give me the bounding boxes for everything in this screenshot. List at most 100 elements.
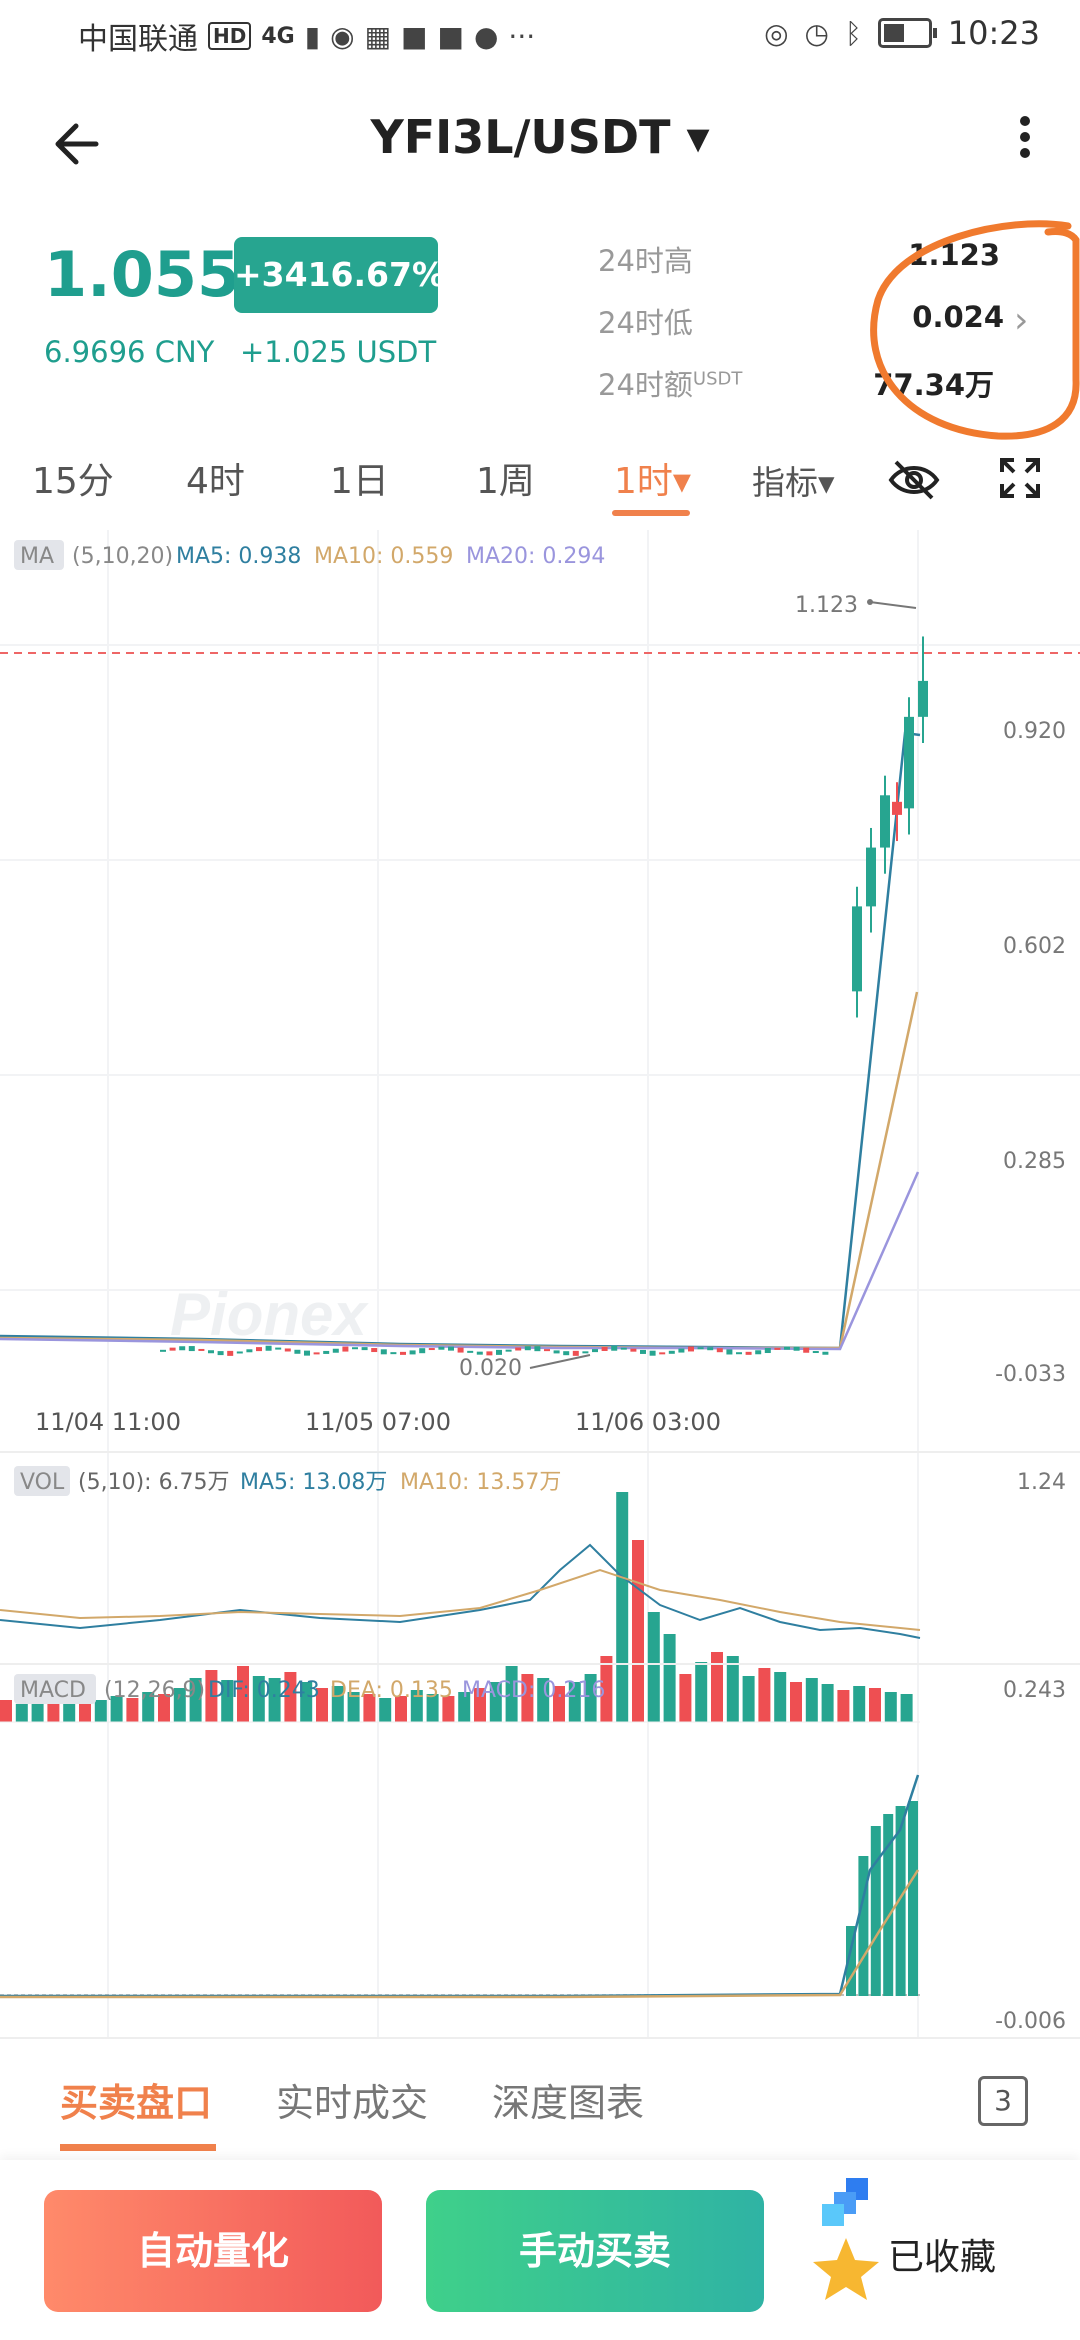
ma10-value: MA10: 0.559 bbox=[314, 544, 453, 569]
candle bbox=[352, 1347, 358, 1350]
volume-bar bbox=[679, 1674, 692, 1722]
macd-dea: DEA: 0.135 bbox=[330, 1678, 453, 1703]
volume-bar bbox=[347, 1692, 360, 1722]
candle bbox=[438, 1346, 445, 1350]
high-label: 1.123 bbox=[795, 593, 858, 618]
macd-bar bbox=[883, 1814, 894, 1996]
hide-eye-icon[interactable] bbox=[888, 458, 940, 502]
manual-trade-button[interactable]: 手动买卖 bbox=[426, 2190, 764, 2312]
y-tick: 0.285 bbox=[1003, 1149, 1066, 1174]
vol-ma10-line bbox=[0, 1568, 921, 1631]
ma-tag: MA bbox=[20, 544, 54, 569]
candle bbox=[476, 1351, 483, 1355]
volume-bar bbox=[395, 1696, 407, 1722]
tab-orderbook[interactable]: 买卖盘口 bbox=[60, 2081, 213, 2125]
volume-bar bbox=[774, 1672, 787, 1722]
dea-line bbox=[0, 1869, 920, 1999]
candle bbox=[774, 1347, 781, 1350]
macd-bottom: -0.006 bbox=[995, 2009, 1066, 2034]
candle bbox=[668, 1350, 675, 1354]
volume-bar bbox=[442, 1696, 455, 1722]
candles-recent bbox=[852, 636, 928, 1018]
tab-depth[interactable]: 深度图表 bbox=[492, 2081, 645, 2125]
volume-bar bbox=[158, 1694, 170, 1722]
candle bbox=[784, 1346, 790, 1350]
bottom-tabs: 买卖盘口 实时成交 深度图表 bbox=[0, 2050, 1080, 2160]
volume-bar bbox=[742, 1676, 755, 1722]
candle bbox=[371, 1348, 378, 1353]
volume-bar bbox=[869, 1688, 881, 1722]
macd-bar bbox=[908, 1801, 918, 1996]
volume-bar bbox=[63, 1698, 76, 1722]
tab-1h[interactable]: 1时▾ bbox=[614, 461, 691, 502]
tab-1d[interactable]: 1日 bbox=[330, 461, 389, 502]
candle bbox=[918, 680, 928, 717]
volume-bar bbox=[94, 1700, 107, 1722]
candle bbox=[524, 1346, 531, 1351]
candle bbox=[323, 1350, 330, 1354]
candle bbox=[764, 1348, 771, 1354]
volume-bar bbox=[711, 1652, 723, 1722]
pair-selector[interactable]: YFI3L/USDT ▾ bbox=[370, 110, 710, 164]
volume-bar bbox=[489, 1682, 502, 1722]
candle bbox=[256, 1347, 262, 1352]
tab-1w[interactable]: 1周 bbox=[476, 461, 535, 502]
x-tick: 11/04 11:00 bbox=[35, 1408, 181, 1436]
vol-ma5: MA5: 13.08万 bbox=[240, 1470, 387, 1495]
status-bar: 中国联通 HD 4G ▮ ◉ ▦ ■ ■ ● ··· ◎ ◷ ᛒ 10:23 bbox=[0, 0, 1080, 72]
tab-4h[interactable]: 4时 bbox=[186, 461, 245, 502]
volume-bar bbox=[853, 1686, 866, 1722]
more-menu-icon[interactable] bbox=[1010, 110, 1040, 170]
candle bbox=[736, 1352, 742, 1355]
star-icon[interactable] bbox=[806, 2176, 896, 2306]
candle bbox=[467, 1350, 474, 1353]
candle bbox=[544, 1349, 550, 1352]
candle bbox=[217, 1351, 224, 1356]
hd-badge: HD bbox=[208, 22, 252, 50]
auto-trade-button[interactable]: 自动量化 bbox=[44, 2190, 382, 2312]
candle bbox=[822, 1351, 829, 1355]
x-tick: 11/06 03:00 bbox=[575, 1408, 721, 1436]
y-tick: -0.033 bbox=[995, 1362, 1066, 1387]
count-badge[interactable]: 3 bbox=[978, 2076, 1028, 2126]
candle bbox=[486, 1351, 493, 1356]
back-arrow-icon[interactable] bbox=[50, 114, 110, 174]
tab-trades[interactable]: 实时成交 bbox=[276, 2081, 429, 2125]
watermark: Pionex bbox=[170, 1281, 369, 1348]
stat-low-label: 24时低 bbox=[598, 306, 693, 340]
more-notifications-icon: ··· bbox=[508, 19, 536, 53]
volume-bar bbox=[79, 1702, 91, 1722]
vol-tag: VOL bbox=[20, 1470, 65, 1495]
candle bbox=[649, 1350, 656, 1356]
change-usdt: +1.025 USDT bbox=[240, 335, 437, 369]
bilibili-icon: ■ bbox=[437, 19, 464, 53]
fullscreen-icon[interactable] bbox=[998, 456, 1042, 500]
volume-bar bbox=[426, 1694, 439, 1722]
candle bbox=[904, 716, 914, 809]
calendar-icon: ▦ bbox=[364, 19, 392, 53]
volume-bar bbox=[173, 1688, 186, 1722]
candle bbox=[265, 1345, 272, 1351]
volume-bar bbox=[284, 1672, 297, 1722]
huawei-icon: ■ bbox=[401, 19, 428, 53]
candle bbox=[409, 1350, 416, 1355]
candle bbox=[707, 1347, 714, 1351]
candle bbox=[400, 1351, 406, 1355]
volume-bar bbox=[252, 1676, 265, 1722]
candle bbox=[726, 1349, 733, 1355]
candles-flat bbox=[160, 1345, 829, 1356]
tab-indicators[interactable]: 指标▾ bbox=[752, 463, 835, 502]
candle bbox=[505, 1349, 512, 1352]
volume-bar bbox=[726, 1656, 739, 1722]
kline-chart[interactable]: Pionex MA (5,10,20) MA5: 0.938 MA10: 0.5… bbox=[0, 530, 1080, 2050]
candle bbox=[812, 1351, 819, 1354]
stat-volume-label: 24时额USDT bbox=[598, 368, 743, 402]
favorited-label[interactable]: 已收藏 bbox=[888, 2237, 997, 2278]
candle bbox=[688, 1346, 694, 1352]
candle bbox=[198, 1348, 205, 1351]
volume-bar bbox=[584, 1674, 597, 1722]
header: YFI3L/USDT ▾ bbox=[0, 90, 1080, 190]
tab-15m[interactable]: 15分 bbox=[32, 461, 114, 502]
volume-bar bbox=[331, 1686, 344, 1722]
chevron-right-icon[interactable]: › bbox=[1014, 300, 1029, 341]
